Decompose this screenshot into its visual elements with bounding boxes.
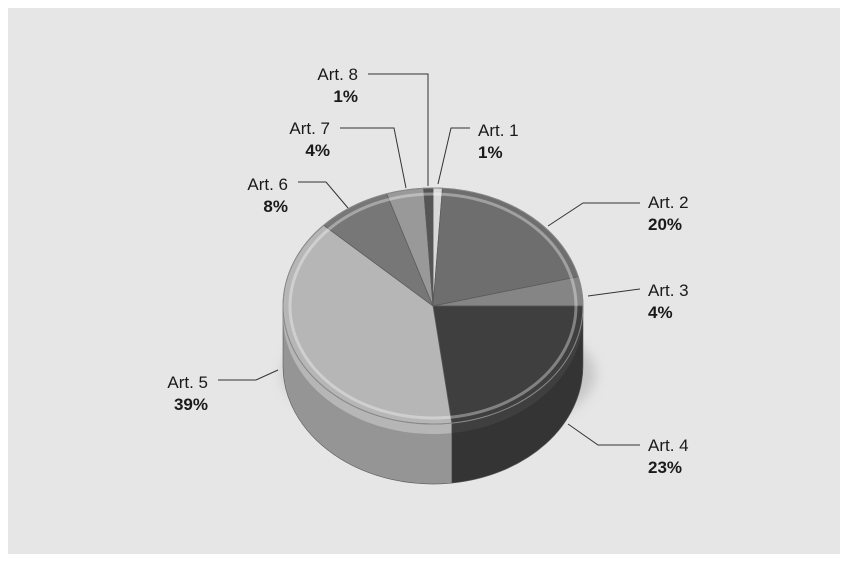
leader-line-3 xyxy=(587,288,641,297)
slice-value-3: 4% xyxy=(648,303,673,322)
slice-value-7: 4% xyxy=(305,141,330,160)
pie-chart: Art. 1 1% Art. 2 20% Art. 3 4% Art. 4 23% Art. 5… xyxy=(8,8,840,554)
slice-label-4: Art. 4 xyxy=(648,436,689,455)
slice-value-5: 39% xyxy=(174,395,208,414)
slice-label-8: Art. 8 xyxy=(317,65,358,84)
slice-label-3: Art. 3 xyxy=(648,281,689,300)
leader-line-8 xyxy=(368,73,429,186)
slice-label-7: Art. 7 xyxy=(289,119,330,138)
pie-slice-rim-4 xyxy=(451,306,583,434)
leader-line-1 xyxy=(437,127,470,185)
slice-value-2: 20% xyxy=(648,215,682,234)
leader-line-6 xyxy=(298,181,349,209)
pie-bevel xyxy=(288,192,578,420)
slice-value-6: 8% xyxy=(263,197,288,216)
slice-label-1: Art. 1 xyxy=(478,121,519,140)
slice-label-5: Art. 5 xyxy=(167,373,208,392)
leader-line-7 xyxy=(340,127,407,189)
slice-label-6: Art. 6 xyxy=(247,175,288,194)
leader-line-5 xyxy=(218,369,279,381)
slice-value-8: 1% xyxy=(333,87,358,106)
leader-line-4 xyxy=(567,423,640,446)
pie-outline xyxy=(282,187,584,425)
slice-value-1: 1% xyxy=(478,143,503,162)
pie-labels: Art. 1 1% Art. 2 20% Art. 3 4% Art. 4 23% Art. 5… xyxy=(167,65,688,477)
pie-chart-canvas: Art. 1 1% Art. 2 20% Art. 3 4% Art. 4 23% Art. 5… xyxy=(167,65,689,485)
pie-tops xyxy=(282,187,584,425)
slice-value-4: 23% xyxy=(648,458,682,477)
slice-label-2: Art. 2 xyxy=(648,193,689,212)
leader-line-2 xyxy=(547,202,640,227)
